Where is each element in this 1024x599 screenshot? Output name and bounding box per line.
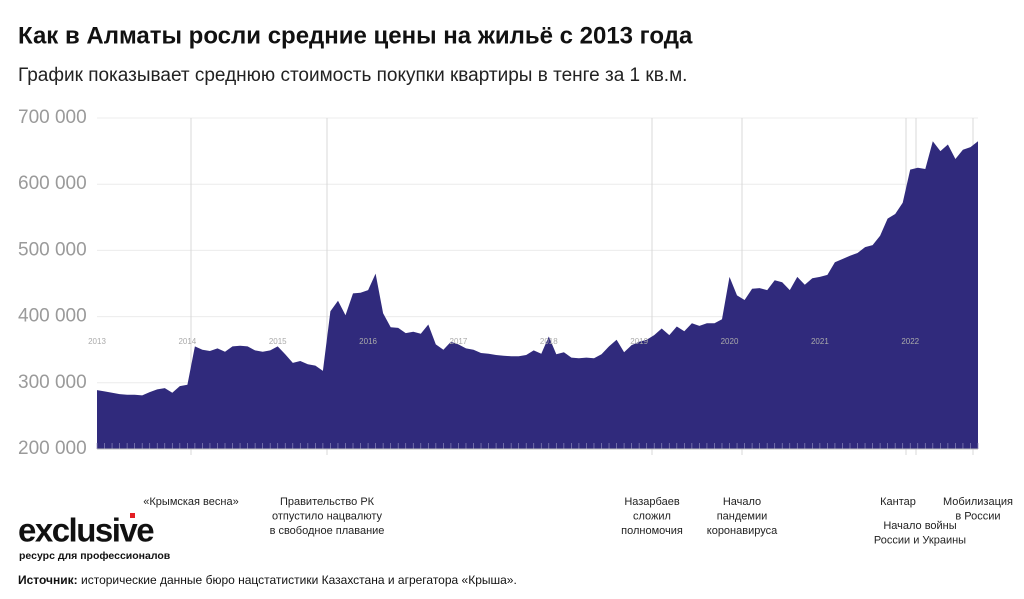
x-tick-label: 2013 (88, 337, 106, 346)
x-tick-label: 2014 (178, 337, 196, 346)
x-tick-label: 2021 (811, 337, 829, 346)
annotation: Правительство РК (280, 496, 375, 508)
x-tick-label: 2019 (630, 337, 648, 346)
annotation: Назарбаев (624, 496, 680, 508)
y-tick-label: 200 000 (18, 438, 87, 459)
x-tick-label: 2022 (901, 337, 919, 346)
annotation: сложил (633, 510, 671, 522)
y-tick-label: 600 000 (18, 173, 87, 194)
chart-subtitle: График показывает среднюю стоимость поку… (18, 65, 687, 86)
annotation: пандемии (717, 510, 768, 522)
source-label: Источник: (18, 573, 78, 587)
annotation: «Крымская весна» (143, 496, 238, 508)
annotation: отпустило нацвалюту (272, 510, 383, 522)
y-tick-label: 300 000 (18, 372, 87, 393)
x-tick-label: 2018 (540, 337, 558, 346)
annotation: полномочия (621, 525, 683, 537)
y-tick-label: 400 000 (18, 306, 87, 327)
source: Источник: исторические данные бюро нацст… (18, 573, 517, 587)
annotation: в свободное плавание (270, 525, 385, 537)
y-tick-label: 700 000 (18, 107, 87, 128)
x-tick-label: 2020 (721, 337, 739, 346)
x-tick-label: 2017 (450, 337, 468, 346)
annotation: Мобилизация (943, 496, 1013, 508)
annotation: коронавируса (707, 525, 778, 537)
area (97, 141, 978, 449)
logo-accent (130, 513, 135, 518)
annotation: Начало (723, 496, 761, 508)
x-tick-label: 2016 (359, 337, 377, 346)
y-tick-label: 500 000 (18, 239, 87, 260)
annotation: России и Украины (874, 534, 966, 546)
source-text: исторические данные бюро нацстатистики К… (81, 573, 517, 587)
logo-tagline: ресурс для профессионалов (19, 550, 171, 562)
x-tick-label: 2015 (269, 337, 287, 346)
annotation: в России (955, 510, 1000, 522)
annotation: Кантар (880, 496, 916, 508)
chart-title: Как в Алматы росли средние цены на жильё… (18, 22, 693, 49)
annotation: Начало войны (883, 520, 956, 532)
